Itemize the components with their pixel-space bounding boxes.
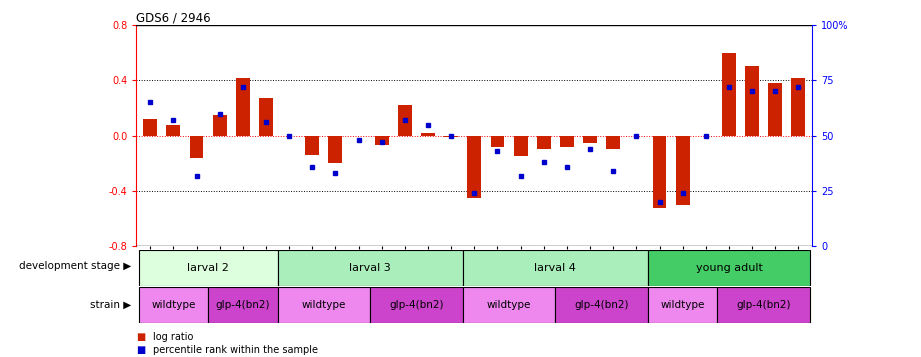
- Text: ■: ■: [136, 345, 146, 355]
- Text: GDS6 / 2946: GDS6 / 2946: [136, 12, 211, 25]
- Text: glp-4(bn2): glp-4(bn2): [575, 300, 629, 310]
- Bar: [560, 136, 574, 147]
- Text: young adult: young adult: [695, 263, 763, 273]
- Bar: [208, 287, 277, 323]
- Bar: [259, 98, 273, 136]
- Bar: [745, 66, 759, 136]
- Text: wildtype: wildtype: [151, 300, 195, 310]
- Bar: [213, 115, 227, 136]
- Bar: [583, 136, 597, 142]
- Text: larval 3: larval 3: [349, 263, 391, 273]
- Bar: [606, 136, 620, 150]
- Bar: [190, 136, 204, 158]
- Bar: [144, 119, 157, 136]
- Bar: [370, 287, 462, 323]
- Bar: [462, 250, 648, 286]
- Bar: [467, 136, 482, 198]
- Bar: [421, 133, 435, 136]
- Bar: [167, 125, 181, 136]
- Text: strain ▶: strain ▶: [90, 300, 132, 310]
- Bar: [676, 136, 690, 205]
- Bar: [277, 287, 370, 323]
- Bar: [653, 136, 667, 207]
- Bar: [537, 136, 551, 150]
- Text: glp-4(bn2): glp-4(bn2): [390, 300, 444, 310]
- Bar: [768, 83, 782, 136]
- Bar: [398, 105, 412, 136]
- Bar: [139, 250, 277, 286]
- Bar: [236, 77, 250, 136]
- Text: glp-4(bn2): glp-4(bn2): [216, 300, 270, 310]
- Bar: [139, 287, 208, 323]
- Bar: [555, 287, 648, 323]
- Text: ■: ■: [136, 332, 146, 342]
- Bar: [514, 136, 528, 156]
- Text: wildtype: wildtype: [660, 300, 705, 310]
- Bar: [375, 136, 389, 145]
- Text: wildtype: wildtype: [302, 300, 346, 310]
- Bar: [277, 250, 462, 286]
- Text: wildtype: wildtype: [487, 300, 531, 310]
- Bar: [722, 52, 736, 136]
- Text: log ratio: log ratio: [153, 332, 193, 342]
- Bar: [491, 136, 505, 147]
- Text: larval 4: larval 4: [534, 263, 577, 273]
- Bar: [462, 287, 555, 323]
- Bar: [329, 136, 343, 163]
- Text: percentile rank within the sample: percentile rank within the sample: [153, 345, 318, 355]
- Bar: [648, 287, 717, 323]
- Text: development stage ▶: development stage ▶: [19, 261, 132, 271]
- Text: glp-4(bn2): glp-4(bn2): [737, 300, 791, 310]
- Bar: [791, 77, 805, 136]
- Text: larval 2: larval 2: [187, 263, 229, 273]
- Bar: [444, 136, 458, 137]
- Bar: [648, 250, 810, 286]
- Bar: [305, 136, 320, 155]
- Bar: [717, 287, 810, 323]
